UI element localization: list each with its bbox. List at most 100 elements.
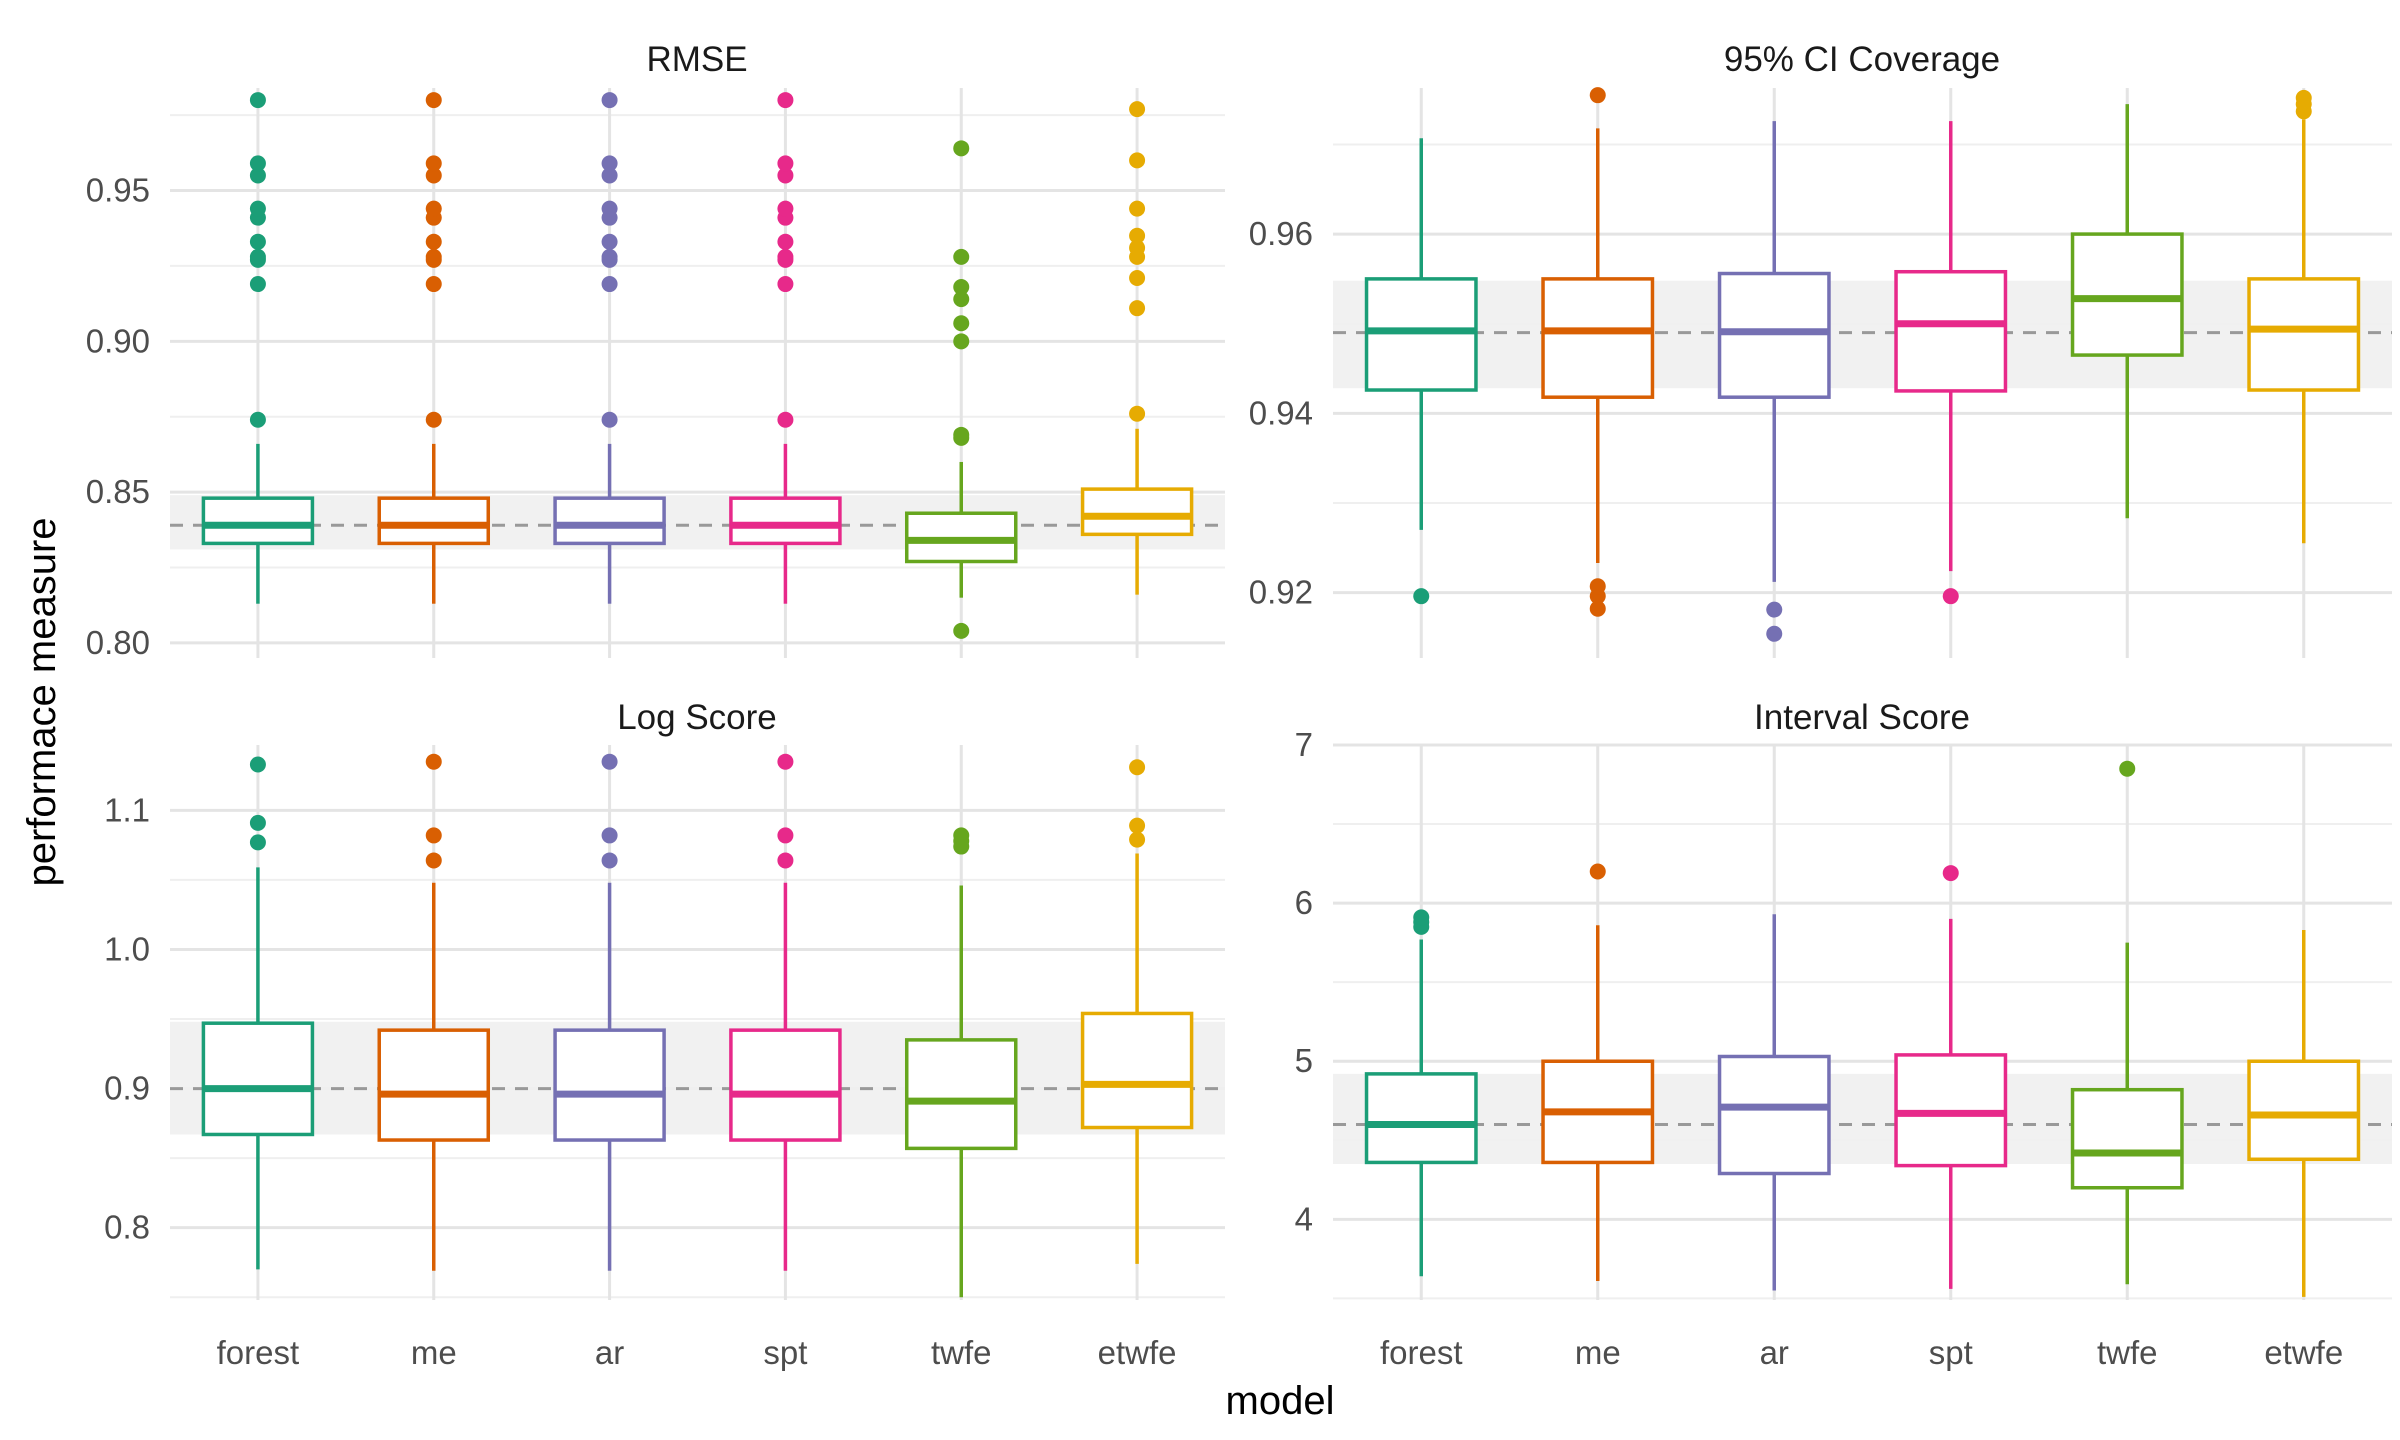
box-me bbox=[377, 92, 491, 604]
outlier-point bbox=[249, 248, 266, 265]
outlier-point bbox=[601, 167, 618, 184]
box-body bbox=[729, 496, 842, 546]
panel-log-score: Log Score 0.8 0.9 1.0 1.1 forest me ar spt twfe e… bbox=[104, 698, 1225, 1371]
y-tick-label: 7 bbox=[1295, 726, 1313, 763]
box-me bbox=[1541, 863, 1655, 1282]
outlier-point bbox=[777, 167, 794, 184]
outlier-point bbox=[777, 200, 794, 217]
outlier-point bbox=[601, 827, 618, 844]
box-body bbox=[2070, 1087, 2184, 1190]
outlier-point bbox=[425, 753, 442, 770]
box-body bbox=[1717, 1054, 1831, 1176]
box-etwfe bbox=[1080, 759, 1194, 1264]
box-me bbox=[1541, 87, 1655, 617]
y-tick-label: 0.85 bbox=[86, 473, 150, 510]
y-tick-label: 4 bbox=[1295, 1200, 1313, 1237]
outlier-point bbox=[601, 155, 618, 172]
x-tick-label-ar: ar bbox=[1760, 1334, 1789, 1371]
panel-title-log-score: Log Score bbox=[617, 698, 777, 737]
outlier-point bbox=[953, 827, 970, 844]
x-tick-label-twfe: twfe bbox=[2097, 1334, 2158, 1371]
y-tick-label: 0.8 bbox=[104, 1209, 150, 1246]
outlier-point bbox=[249, 756, 266, 773]
outlier-point bbox=[249, 92, 266, 109]
outlier-point bbox=[601, 200, 618, 217]
box-twfe bbox=[904, 140, 1018, 639]
x-tick-label-me: me bbox=[411, 1334, 457, 1371]
box-twfe bbox=[2070, 760, 2184, 1285]
box-forest bbox=[1364, 909, 1478, 1277]
panel-interval-score: Interval Score 4 5 6 7 forest me ar spt twfe etwf… bbox=[1295, 698, 2392, 1371]
outlier-point bbox=[601, 852, 618, 869]
y-tick-label: 1.1 bbox=[104, 791, 150, 828]
outlier-point bbox=[1129, 831, 1146, 848]
outlier-point bbox=[425, 411, 442, 428]
panel-title-interval-score: Interval Score bbox=[1754, 698, 1970, 737]
outlier-point bbox=[425, 155, 442, 172]
outlier-point bbox=[777, 155, 794, 172]
box-etwfe bbox=[1080, 101, 1194, 595]
panel-title-rmse: RMSE bbox=[646, 40, 747, 79]
y-tick-label: 6 bbox=[1295, 884, 1313, 921]
box-body bbox=[729, 1028, 842, 1142]
y-tick-label: 0.96 bbox=[1249, 215, 1313, 252]
outlier-point bbox=[1766, 625, 1783, 642]
outlier-point bbox=[777, 411, 794, 428]
outlier-point bbox=[1942, 865, 1959, 882]
outlier-point bbox=[777, 248, 794, 265]
box-ar bbox=[553, 92, 666, 604]
y-tick-label: 0.94 bbox=[1249, 394, 1313, 431]
outlier-point bbox=[1589, 863, 1606, 880]
outlier-point bbox=[601, 276, 618, 293]
outlier-point bbox=[1129, 227, 1146, 244]
box-spt bbox=[1894, 865, 2008, 1289]
outlier-point bbox=[777, 852, 794, 869]
outlier-point bbox=[425, 233, 442, 250]
box-body bbox=[1080, 1011, 1194, 1130]
box-ar bbox=[1717, 914, 1831, 1291]
outlier-point bbox=[777, 753, 794, 770]
outlier-point bbox=[1129, 239, 1146, 256]
y-tick-label: 0.90 bbox=[86, 322, 150, 359]
box-twfe bbox=[904, 827, 1018, 1298]
y-tick-label: 0.92 bbox=[1249, 574, 1313, 611]
box-body bbox=[1364, 277, 1478, 392]
box-body bbox=[1894, 269, 2008, 393]
outlier-point bbox=[953, 291, 970, 308]
outlier-point bbox=[425, 200, 442, 217]
y-tick-label: 0.80 bbox=[86, 624, 150, 661]
outlier-point bbox=[1129, 759, 1146, 776]
outlier-point bbox=[1129, 300, 1146, 317]
outlier-point bbox=[1129, 101, 1146, 118]
box-body bbox=[1541, 277, 1655, 399]
outlier-point bbox=[601, 248, 618, 265]
outlier-point bbox=[953, 333, 970, 350]
plot-area-ci-coverage bbox=[1333, 88, 2392, 658]
outlier-point bbox=[953, 426, 970, 443]
y-tick-label: 1.0 bbox=[104, 930, 150, 967]
box-body bbox=[377, 496, 491, 546]
outlier-point bbox=[601, 233, 618, 250]
reference-band bbox=[1333, 1073, 2392, 1165]
outlier-point bbox=[2119, 760, 2136, 777]
outlier-point bbox=[249, 814, 266, 831]
outlier-point bbox=[425, 827, 442, 844]
box-etwfe bbox=[2247, 89, 2361, 544]
box-spt bbox=[1894, 121, 2008, 605]
box-body bbox=[1717, 271, 1831, 399]
outlier-point bbox=[425, 852, 442, 869]
x-tick-label-forest: forest bbox=[217, 1334, 300, 1371]
box-etwfe bbox=[2247, 930, 2361, 1297]
box-spt bbox=[729, 92, 842, 604]
outlier-point bbox=[777, 827, 794, 844]
outlier-point bbox=[425, 276, 442, 293]
outlier-point bbox=[425, 92, 442, 109]
box-body bbox=[2070, 232, 2184, 357]
x-tick-label-spt: spt bbox=[1929, 1334, 1973, 1371]
box-forest bbox=[201, 756, 315, 1270]
outlier-point bbox=[953, 315, 970, 332]
outlier-point bbox=[777, 92, 794, 109]
panel-title-ci-coverage: 95% CI Coverage bbox=[1724, 40, 2000, 79]
outlier-point bbox=[1129, 152, 1146, 169]
